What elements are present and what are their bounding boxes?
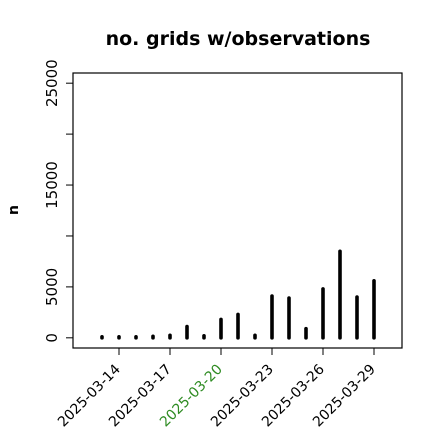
y-tick-label-15000: 15000 <box>43 161 61 209</box>
chart-title: no. grids w/observations <box>106 28 371 50</box>
plot-frame <box>72 72 403 349</box>
y-axis-label: n <box>6 205 22 215</box>
y-tick-label-25000: 25000 <box>43 59 61 107</box>
y-tick-label-0: 0 <box>43 333 61 343</box>
bars-layer <box>100 249 376 340</box>
x-axis: 2025-03-142025-03-172025-03-202025-03-23… <box>55 348 379 430</box>
y-axis: 0 5000 15000 25000 <box>43 59 73 343</box>
y-tick-label-5000: 5000 <box>43 268 61 306</box>
